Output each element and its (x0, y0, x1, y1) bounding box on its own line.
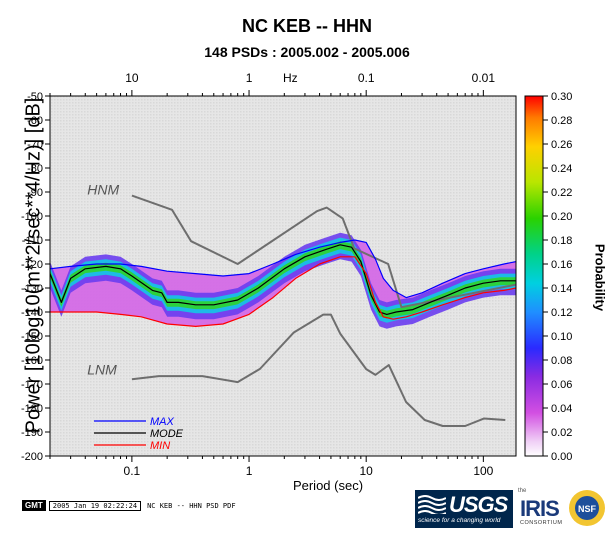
top-tick-label: 0.01 (472, 71, 496, 85)
series-lnm-line (131, 313, 506, 427)
iris-prefix: the (518, 488, 527, 494)
y-tick-label: -140 (21, 307, 43, 319)
series-hnm-line (131, 194, 516, 309)
y-tick-label: -120 (21, 259, 43, 271)
y-tick-label: -180 (21, 403, 43, 415)
y-tick-label: -60 (27, 115, 43, 127)
series-min-line (50, 256, 516, 327)
colorbar-tick-label: 0.22 (551, 187, 572, 199)
series-max-line (50, 239, 516, 299)
colorbar-tick-label: 0.00 (551, 451, 572, 463)
y-tick-label: -130 (21, 283, 43, 295)
y-tick-label: -200 (21, 451, 43, 463)
chart-title: NC KEB -- HHN (242, 16, 372, 36)
colorbar-tick-label: 0.08 (551, 355, 572, 367)
x-tick-label: 100 (473, 464, 493, 478)
series-mode-line (50, 244, 516, 315)
nsf-text: NSF (578, 504, 597, 514)
y-tick-label: -50 (27, 91, 43, 103)
y-tick-label: -110 (22, 235, 43, 247)
x-tick-label: 0.1 (124, 464, 141, 478)
colorbar-tick-label: 0.18 (551, 235, 572, 247)
gmt-timestamp: 2005 Jan 19 02:22:24 (48, 501, 142, 511)
y-tick-label: -150 (21, 331, 43, 343)
top-tick-label: 0.1 (358, 71, 375, 85)
x-tick-label: 1 (246, 464, 253, 478)
gmt-badge: GMT (22, 500, 46, 511)
nsf-logo: NSF (568, 489, 606, 527)
x-axis-label: Period (sec) (292, 478, 364, 493)
iris-wordmark: IRIS (520, 496, 560, 521)
iris-consortium: CONSORTIUM (520, 520, 563, 526)
colorbar-tick-label: 0.16 (551, 259, 572, 271)
y-tick-label: -160 (21, 355, 43, 367)
y-tick-label: -100 (21, 211, 43, 223)
top-tick-label: 1 (246, 71, 253, 85)
legend-label-max: MAX (150, 416, 175, 428)
nsf-seal-icon: NSF (569, 490, 605, 526)
chart-subtitle: 148 PSDs : 2005.002 - 2005.006 (204, 44, 410, 60)
plot-frame (49, 95, 517, 457)
usgs-wordmark: USGS (449, 492, 508, 517)
colorbar-tick-label: 0.10 (551, 331, 572, 343)
gmt-footer: GMT 2005 Jan 19 02:22:24 NC KEB -- HHN PSD… (22, 500, 236, 511)
colorbar-tick-label: 0.20 (551, 211, 572, 223)
y-tick-label: -70 (27, 139, 43, 151)
usgs-wave-icon (418, 495, 446, 514)
annotation-lnm: LNM (87, 361, 117, 377)
top-axis-label: Hz (283, 71, 298, 85)
footer-caption: NC KEB -- HHN PSD PDF (147, 502, 236, 510)
colorbar-tick-label: 0.06 (551, 379, 572, 391)
colorbar-tick-label: 0.26 (551, 139, 572, 151)
x-tick-label: 10 (360, 464, 374, 478)
y-tick-label: -170 (21, 379, 43, 391)
colorbar-tick-label: 0.12 (551, 307, 572, 319)
colorbar-tick-label: 0.24 (551, 163, 572, 175)
colorbar-tick-label: 0.28 (551, 115, 572, 127)
psd-density-core-green (50, 241, 516, 319)
usgs-logo: USGS science for a changing world (415, 490, 513, 528)
iris-logo: the IRIS CONSORTIUM (518, 488, 566, 528)
y-tick-label: -90 (27, 187, 43, 199)
colorbar (524, 95, 544, 457)
colorbar-tick-label: 0.14 (551, 283, 572, 295)
legend-label-mode: MODE (150, 428, 184, 440)
top-tick-label: 10 (125, 71, 139, 85)
y-tick-label: -190 (21, 427, 43, 439)
legend-label-min: MIN (150, 440, 170, 452)
usgs-tagline: science for a changing world (418, 517, 501, 524)
colorbar-tick-label: 0.02 (551, 427, 572, 439)
colorbar-tick-label: 0.30 (551, 91, 572, 103)
annotation-hnm: HNM (87, 181, 119, 197)
colorbar-tick-label: 0.04 (551, 403, 572, 415)
y-tick-label: -80 (27, 163, 43, 175)
